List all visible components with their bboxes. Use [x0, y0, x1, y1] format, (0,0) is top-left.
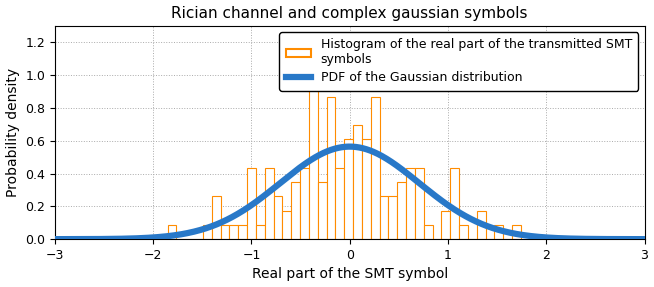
Bar: [353, 125, 362, 239]
Bar: [309, 82, 318, 239]
Bar: [326, 96, 336, 239]
Title: Rician channel and complex gaussian symbols: Rician channel and complex gaussian symb…: [171, 5, 528, 21]
Bar: [230, 225, 238, 239]
Bar: [494, 225, 503, 239]
Legend: Histogram of the real part of the transmitted SMT
symbols, PDF of the Gaussian d: Histogram of the real part of the transm…: [279, 32, 638, 91]
Bar: [450, 168, 459, 239]
Bar: [318, 182, 326, 239]
Bar: [477, 211, 485, 239]
Bar: [256, 225, 265, 239]
Bar: [512, 225, 521, 239]
Bar: [247, 168, 256, 239]
Bar: [397, 182, 406, 239]
Bar: [371, 96, 379, 239]
X-axis label: Real part of the SMT symbol: Real part of the SMT symbol: [252, 267, 448, 282]
Bar: [167, 225, 177, 239]
Bar: [212, 196, 220, 239]
Bar: [362, 139, 371, 239]
Bar: [291, 182, 300, 239]
Bar: [238, 225, 247, 239]
Bar: [220, 225, 230, 239]
Bar: [459, 225, 468, 239]
Bar: [265, 168, 273, 239]
Bar: [379, 196, 388, 239]
Y-axis label: Probability density: Probability density: [5, 68, 20, 197]
Bar: [441, 211, 450, 239]
Bar: [406, 168, 415, 239]
Bar: [424, 225, 432, 239]
Bar: [283, 211, 291, 239]
Bar: [273, 196, 283, 239]
Bar: [336, 168, 344, 239]
Bar: [388, 196, 397, 239]
Bar: [415, 168, 424, 239]
Bar: [203, 225, 212, 239]
Bar: [344, 139, 353, 239]
Bar: [300, 168, 309, 239]
